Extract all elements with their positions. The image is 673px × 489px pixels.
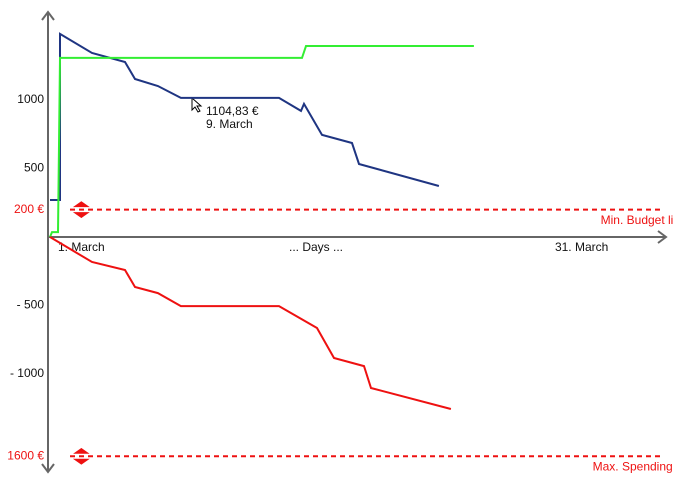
y-tick-label: - 500 [17, 298, 45, 312]
tooltip-value: 1104,83 € [206, 104, 259, 118]
x-axis-arrow [657, 230, 668, 244]
axes [41, 10, 668, 474]
series-line [49, 236, 452, 410]
tooltip-date: 9. March [206, 117, 253, 131]
y-tick-label: 1000 [17, 92, 44, 106]
limit-label: Min. Budget limit [601, 213, 673, 227]
y-axis-arrow [41, 463, 55, 474]
y-tick-label: - 1000 [10, 366, 44, 380]
series-line [49, 45, 474, 238]
limit-handle [69, 446, 93, 466]
limit-label: Max. Spending limit [593, 459, 673, 473]
y-tick-label: 200 € [14, 202, 44, 216]
x-tick-label: 31. March [555, 240, 608, 254]
y-tick-label: 1600 € [7, 448, 44, 462]
y-tick-label: 500 [24, 161, 44, 175]
y-axis-arrow [41, 10, 55, 21]
cursor [191, 96, 203, 113]
series-line [50, 32, 440, 201]
limit-handle [69, 199, 93, 220]
x-tick-label: 1. March [58, 240, 105, 254]
x-axis-label: ... Days ... [289, 240, 343, 254]
